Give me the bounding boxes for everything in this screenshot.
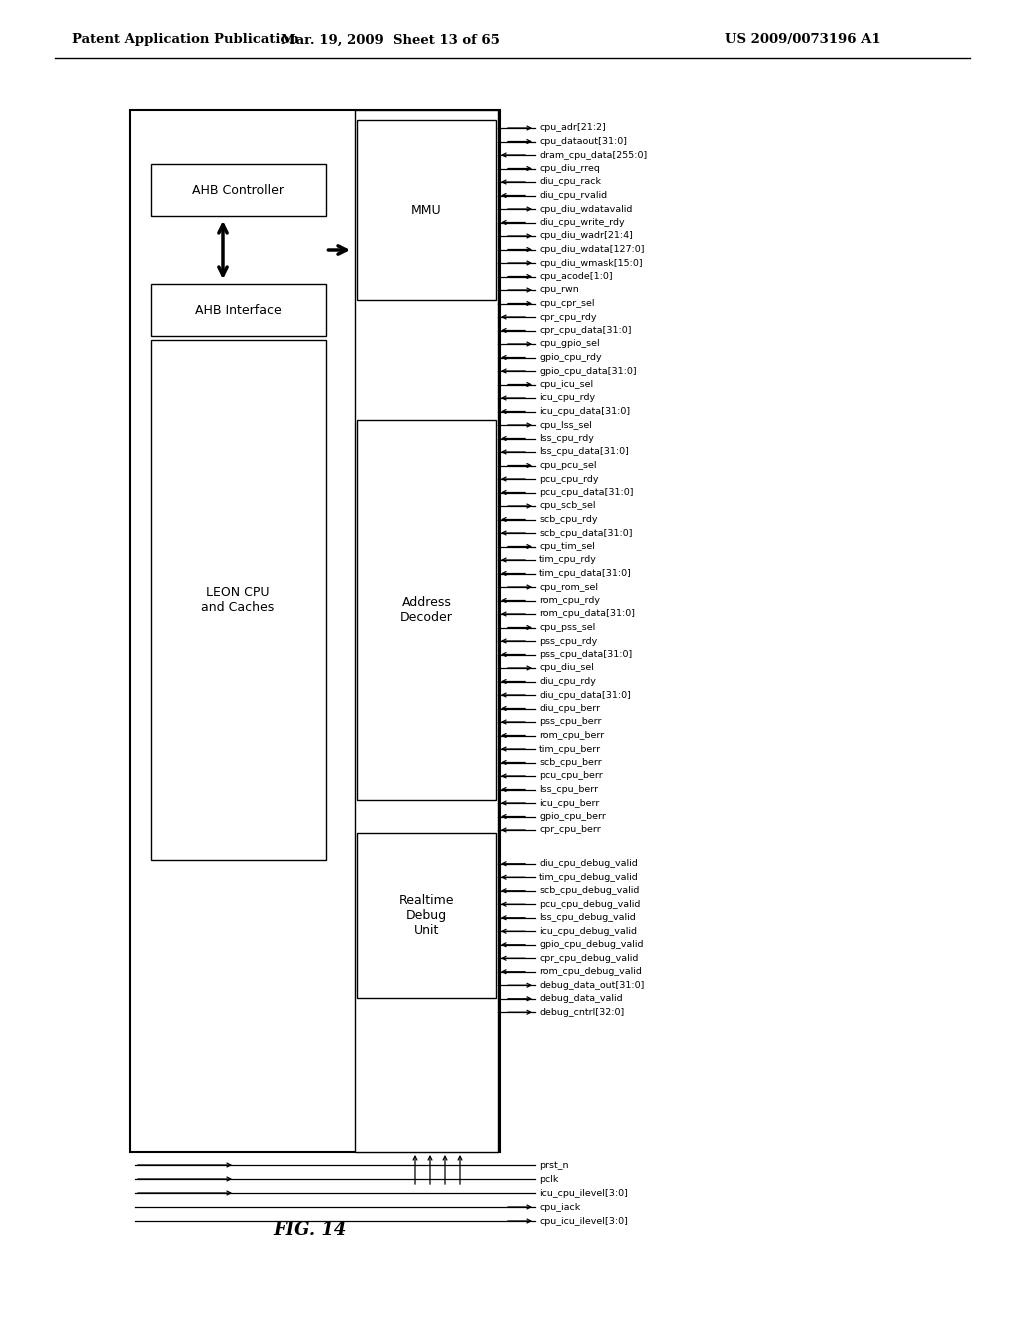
Text: cpu_diu_wdata[127:0]: cpu_diu_wdata[127:0] [539, 246, 644, 253]
Text: icu_cpu_rdy: icu_cpu_rdy [539, 393, 595, 403]
Text: gpio_cpu_data[31:0]: gpio_cpu_data[31:0] [539, 367, 637, 375]
Text: Realtime
Debug
Unit: Realtime Debug Unit [398, 894, 455, 936]
Text: icu_cpu_debug_valid: icu_cpu_debug_valid [539, 927, 637, 936]
Text: scb_cpu_debug_valid: scb_cpu_debug_valid [539, 886, 639, 895]
Text: cpu_diu_wdatavalid: cpu_diu_wdatavalid [539, 205, 633, 214]
Text: scb_cpu_rdy: scb_cpu_rdy [539, 515, 597, 524]
Text: cpu_scb_sel: cpu_scb_sel [539, 502, 596, 511]
Text: tim_cpu_rdy: tim_cpu_rdy [539, 556, 597, 565]
Text: MMU: MMU [412, 203, 441, 216]
Text: cpu_acode[1:0]: cpu_acode[1:0] [539, 272, 612, 281]
Text: pcu_cpu_data[31:0]: pcu_cpu_data[31:0] [539, 488, 634, 498]
Text: cpu_pss_sel: cpu_pss_sel [539, 623, 595, 632]
Text: LEON CPU
and Caches: LEON CPU and Caches [202, 586, 274, 614]
Text: pss_cpu_berr: pss_cpu_berr [539, 718, 601, 726]
Text: rom_cpu_berr: rom_cpu_berr [539, 731, 604, 741]
Text: gpio_cpu_debug_valid: gpio_cpu_debug_valid [539, 940, 643, 949]
Text: lss_cpu_data[31:0]: lss_cpu_data[31:0] [539, 447, 629, 457]
Text: pclk: pclk [539, 1175, 558, 1184]
Text: diu_cpu_rack: diu_cpu_rack [539, 177, 601, 186]
Text: pcu_cpu_rdy: pcu_cpu_rdy [539, 474, 598, 483]
Bar [355, 110, 498, 1152]
Text: pcu_cpu_berr: pcu_cpu_berr [539, 771, 603, 780]
Text: cpr_cpu_berr: cpr_cpu_berr [539, 825, 601, 834]
Bar [151, 284, 326, 337]
Text: rom_cpu_debug_valid: rom_cpu_debug_valid [539, 968, 642, 977]
Text: tim_cpu_data[31:0]: tim_cpu_data[31:0] [539, 569, 632, 578]
Bar [357, 833, 496, 998]
Text: scb_cpu_berr: scb_cpu_berr [539, 758, 602, 767]
Text: cpu_iack: cpu_iack [539, 1203, 581, 1212]
Text: AHB Interface: AHB Interface [195, 304, 282, 317]
Bar [151, 341, 326, 861]
Text: icu_cpu_data[31:0]: icu_cpu_data[31:0] [539, 407, 630, 416]
Text: US 2009/0073196 A1: US 2009/0073196 A1 [725, 33, 881, 46]
Text: diu_cpu_rvalid: diu_cpu_rvalid [539, 191, 607, 201]
Text: FIG. 14: FIG. 14 [273, 1221, 347, 1239]
Text: cpu_diu_sel: cpu_diu_sel [539, 664, 594, 672]
Text: Address
Decoder: Address Decoder [400, 597, 453, 624]
Text: cpu_rwn: cpu_rwn [539, 285, 579, 294]
Text: scb_cpu_data[31:0]: scb_cpu_data[31:0] [539, 528, 633, 537]
Text: diu_cpu_rdy: diu_cpu_rdy [539, 677, 596, 686]
Text: prst_n: prst_n [539, 1160, 568, 1170]
Text: cpu_gpio_sel: cpu_gpio_sel [539, 339, 600, 348]
Text: cpu_icu_sel: cpu_icu_sel [539, 380, 593, 389]
Text: cpr_cpu_rdy: cpr_cpu_rdy [539, 313, 597, 322]
Text: cpu_cpr_sel: cpu_cpr_sel [539, 300, 595, 308]
Text: AHB Controller: AHB Controller [193, 183, 284, 197]
Text: cpr_cpu_debug_valid: cpr_cpu_debug_valid [539, 954, 638, 962]
Text: diu_cpu_debug_valid: diu_cpu_debug_valid [539, 859, 638, 869]
Text: lss_cpu_debug_valid: lss_cpu_debug_valid [539, 913, 636, 923]
Bar [151, 164, 326, 216]
Text: debug_data_out[31:0]: debug_data_out[31:0] [539, 981, 644, 990]
Text: tim_cpu_debug_valid: tim_cpu_debug_valid [539, 873, 639, 882]
Text: debug_data_valid: debug_data_valid [539, 994, 623, 1003]
Bar [357, 420, 496, 800]
Text: rom_cpu_rdy: rom_cpu_rdy [539, 597, 600, 605]
Text: Patent Application Publication: Patent Application Publication [72, 33, 299, 46]
Text: icu_cpu_berr: icu_cpu_berr [539, 799, 599, 808]
Text: cpu_pcu_sel: cpu_pcu_sel [539, 461, 597, 470]
Text: cpu_diu_wadr[21:4]: cpu_diu_wadr[21:4] [539, 231, 633, 240]
Bar [130, 110, 500, 1152]
Text: cpu_rom_sel: cpu_rom_sel [539, 582, 598, 591]
Text: cpu_adr[21:2]: cpu_adr[21:2] [539, 124, 606, 132]
Text: debug_cntrl[32:0]: debug_cntrl[32:0] [539, 1007, 625, 1016]
Text: cpu_diu_rreq: cpu_diu_rreq [539, 164, 600, 173]
Text: dram_cpu_data[255:0]: dram_cpu_data[255:0] [539, 150, 647, 160]
Text: Mar. 19, 2009  Sheet 13 of 65: Mar. 19, 2009 Sheet 13 of 65 [281, 33, 500, 46]
Text: cpr_cpu_data[31:0]: cpr_cpu_data[31:0] [539, 326, 632, 335]
Text: lss_cpu_berr: lss_cpu_berr [539, 785, 598, 795]
Text: diu_cpu_data[31:0]: diu_cpu_data[31:0] [539, 690, 631, 700]
Text: cpu_diu_wmask[15:0]: cpu_diu_wmask[15:0] [539, 259, 643, 268]
Text: cpu_lss_sel: cpu_lss_sel [539, 421, 592, 429]
Text: pss_cpu_data[31:0]: pss_cpu_data[31:0] [539, 649, 632, 659]
Text: cpu_dataout[31:0]: cpu_dataout[31:0] [539, 137, 627, 147]
Text: cpu_icu_ilevel[3:0]: cpu_icu_ilevel[3:0] [539, 1217, 628, 1225]
Text: cpu_tim_sel: cpu_tim_sel [539, 543, 595, 550]
Text: pcu_cpu_debug_valid: pcu_cpu_debug_valid [539, 900, 640, 908]
Text: lss_cpu_rdy: lss_cpu_rdy [539, 434, 594, 444]
Bar [357, 120, 496, 300]
Text: rom_cpu_data[31:0]: rom_cpu_data[31:0] [539, 610, 635, 619]
Text: diu_cpu_write_rdy: diu_cpu_write_rdy [539, 218, 625, 227]
Text: gpio_cpu_berr: gpio_cpu_berr [539, 812, 606, 821]
Text: tim_cpu_berr: tim_cpu_berr [539, 744, 601, 754]
Text: gpio_cpu_rdy: gpio_cpu_rdy [539, 352, 602, 362]
Text: pss_cpu_rdy: pss_cpu_rdy [539, 636, 597, 645]
Text: diu_cpu_berr: diu_cpu_berr [539, 704, 600, 713]
Text: icu_cpu_ilevel[3:0]: icu_cpu_ilevel[3:0] [539, 1188, 628, 1197]
